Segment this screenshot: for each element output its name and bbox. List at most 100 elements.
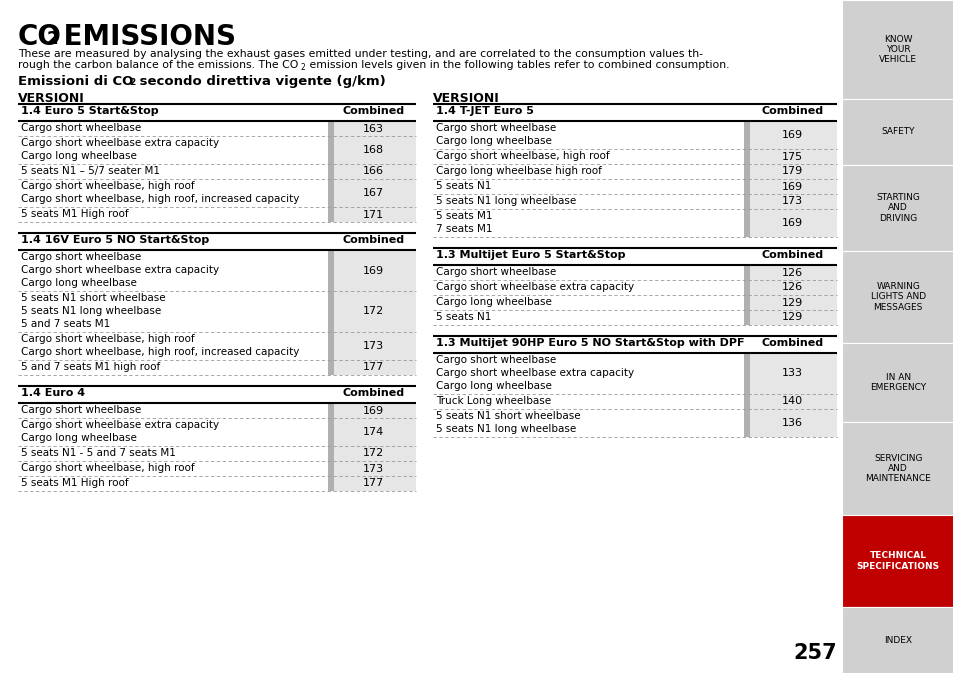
Bar xyxy=(841,99,953,165)
Text: Cargo long wheelbase: Cargo long wheelbase xyxy=(436,136,552,146)
Text: Cargo short wheelbase: Cargo short wheelbase xyxy=(436,267,556,277)
Text: 173: 173 xyxy=(362,464,384,474)
Text: 129: 129 xyxy=(781,312,802,322)
Text: 1.3 Multijet 90HP Euro 5 NO Start&Stop with DPF: 1.3 Multijet 90HP Euro 5 NO Start&Stop w… xyxy=(436,338,744,348)
Text: 169: 169 xyxy=(781,130,802,140)
Text: Cargo long wheelbase: Cargo long wheelbase xyxy=(436,381,552,391)
Bar xyxy=(331,476,416,491)
Text: 5 seats M1: 5 seats M1 xyxy=(436,211,492,221)
Bar xyxy=(331,403,416,418)
Bar xyxy=(746,280,837,295)
Text: 126: 126 xyxy=(781,267,802,277)
Bar xyxy=(331,446,416,461)
Bar xyxy=(743,121,749,237)
Text: 1.4 Euro 5 Start&Stop: 1.4 Euro 5 Start&Stop xyxy=(21,106,158,116)
Bar xyxy=(746,310,837,325)
Text: 126: 126 xyxy=(781,283,802,293)
Text: 129: 129 xyxy=(781,297,802,308)
Text: 174: 174 xyxy=(362,427,384,437)
Text: 173: 173 xyxy=(362,341,384,351)
Text: VERSIONI: VERSIONI xyxy=(433,92,499,105)
Bar xyxy=(331,136,416,164)
Text: secondo direttiva vigente (g/km): secondo direttiva vigente (g/km) xyxy=(135,75,386,88)
Text: 171: 171 xyxy=(362,209,384,219)
Text: 5 seats N1 – 5/7 seater M1: 5 seats N1 – 5/7 seater M1 xyxy=(21,166,160,176)
Text: 175: 175 xyxy=(781,151,802,162)
Text: Cargo short wheelbase extra capacity: Cargo short wheelbase extra capacity xyxy=(21,265,219,275)
Text: 169: 169 xyxy=(781,182,802,192)
Text: 2: 2 xyxy=(46,30,58,48)
Text: Cargo short wheelbase, high roof: Cargo short wheelbase, high roof xyxy=(21,181,194,191)
Text: Combined: Combined xyxy=(342,388,404,398)
Text: 166: 166 xyxy=(363,166,384,176)
Bar xyxy=(331,461,416,476)
Text: Cargo short wheelbase, high roof: Cargo short wheelbase, high roof xyxy=(436,151,609,161)
Text: 168: 168 xyxy=(362,145,384,155)
Bar xyxy=(746,149,837,164)
Text: emission levels given in the following tables refer to combined consumption.: emission levels given in the following t… xyxy=(306,60,729,70)
Text: 5 seats N1: 5 seats N1 xyxy=(436,181,491,191)
Text: Cargo long wheelbase: Cargo long wheelbase xyxy=(21,151,137,161)
Bar xyxy=(841,607,953,673)
Text: 5 seats N1 short wheelbase: 5 seats N1 short wheelbase xyxy=(436,411,580,421)
Bar xyxy=(331,121,416,136)
Bar xyxy=(331,250,416,291)
Text: 172: 172 xyxy=(362,448,384,458)
Text: 5 seats M1 High roof: 5 seats M1 High roof xyxy=(21,209,129,219)
Bar xyxy=(746,164,837,179)
Text: WARNING
LIGHTS AND
MESSAGES: WARNING LIGHTS AND MESSAGES xyxy=(870,282,924,312)
Text: Cargo short wheelbase: Cargo short wheelbase xyxy=(436,355,556,365)
Bar xyxy=(743,265,749,325)
Text: VERSIONI: VERSIONI xyxy=(18,92,85,105)
Text: EMISSIONS: EMISSIONS xyxy=(54,23,236,51)
Text: Cargo short wheelbase extra capacity: Cargo short wheelbase extra capacity xyxy=(436,368,634,378)
Text: 177: 177 xyxy=(362,479,384,489)
Bar xyxy=(331,332,416,360)
Text: Cargo short wheelbase: Cargo short wheelbase xyxy=(21,252,141,262)
Text: 1.4 T-JET Euro 5: 1.4 T-JET Euro 5 xyxy=(436,106,534,116)
Text: 136: 136 xyxy=(781,418,801,428)
Text: Truck Long wheelbase: Truck Long wheelbase xyxy=(436,396,551,406)
Bar xyxy=(841,0,953,99)
Text: 169: 169 xyxy=(781,218,802,228)
Text: 5 seats N1: 5 seats N1 xyxy=(436,312,491,322)
Bar xyxy=(331,291,416,332)
Text: Cargo long wheelbase high roof: Cargo long wheelbase high roof xyxy=(436,166,601,176)
Text: 257: 257 xyxy=(793,643,837,663)
Text: Cargo long wheelbase: Cargo long wheelbase xyxy=(21,278,137,288)
Text: 169: 169 xyxy=(362,266,384,275)
Bar xyxy=(331,418,416,446)
Bar xyxy=(331,164,416,179)
Text: Cargo short wheelbase, high roof, increased capacity: Cargo short wheelbase, high roof, increa… xyxy=(21,347,299,357)
Text: KNOW
YOUR
VEHICLE: KNOW YOUR VEHICLE xyxy=(879,34,916,65)
Text: SERVICING
AND
MAINTENANCE: SERVICING AND MAINTENANCE xyxy=(864,454,930,483)
Text: Cargo short wheelbase: Cargo short wheelbase xyxy=(21,405,141,415)
Text: IN AN
EMERGENCY: IN AN EMERGENCY xyxy=(869,373,925,392)
Text: 173: 173 xyxy=(781,197,802,207)
Bar xyxy=(746,295,837,310)
Bar xyxy=(746,121,837,149)
Text: 172: 172 xyxy=(362,306,384,316)
Text: 1.4 16V Euro 5 NO Start&Stop: 1.4 16V Euro 5 NO Start&Stop xyxy=(21,235,209,245)
Text: STARTING
AND
DRIVING: STARTING AND DRIVING xyxy=(876,193,919,223)
Text: 169: 169 xyxy=(362,406,384,415)
Bar xyxy=(331,207,416,222)
Text: 177: 177 xyxy=(362,363,384,372)
Text: rough the carbon balance of the emissions. The CO: rough the carbon balance of the emission… xyxy=(18,60,298,70)
Bar xyxy=(331,179,416,207)
Text: Combined: Combined xyxy=(760,250,822,260)
Text: 5 seats N1 long wheelbase: 5 seats N1 long wheelbase xyxy=(436,196,576,206)
Text: Cargo short wheelbase, high roof: Cargo short wheelbase, high roof xyxy=(21,334,194,344)
Text: 7 seats M1: 7 seats M1 xyxy=(436,224,492,234)
Bar xyxy=(328,250,334,375)
Text: 163: 163 xyxy=(363,124,384,133)
Text: Emissioni di CO: Emissioni di CO xyxy=(18,75,133,88)
Text: 5 seats N1 - 5 and 7 seats M1: 5 seats N1 - 5 and 7 seats M1 xyxy=(21,448,175,458)
Text: 5 and 7 seats M1: 5 and 7 seats M1 xyxy=(21,319,111,329)
Text: Combined: Combined xyxy=(342,106,404,116)
Text: 5 seats M1 High roof: 5 seats M1 High roof xyxy=(21,478,129,488)
Text: 5 seats N1 long wheelbase: 5 seats N1 long wheelbase xyxy=(21,306,161,316)
Bar xyxy=(746,209,837,237)
Bar xyxy=(331,360,416,375)
Text: 167: 167 xyxy=(362,188,384,198)
